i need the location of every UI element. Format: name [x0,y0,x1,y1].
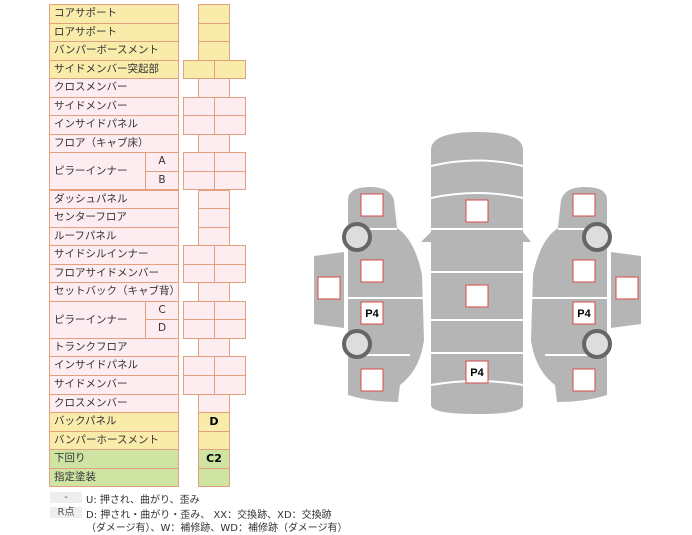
legend-text-u: U: 押され、曲がり、歪み [86,495,200,506]
row-label: クロスメンバー [49,393,179,414]
mark-right-rear-door[interactable]: P4 [572,301,596,325]
mark-left-rear-fender[interactable] [360,368,384,392]
mark-right-rear-fender[interactable] [572,368,596,392]
mark-right-mirror[interactable] [615,276,639,300]
cell-value[interactable] [198,467,230,488]
mark-left-front-door[interactable] [360,259,384,283]
wheel-icon [342,329,372,359]
row-label: ピラーインナー [49,152,146,191]
wheel-icon [582,329,612,359]
row-label: クロスメンバー [49,78,179,98]
mark-right-front-door[interactable] [572,259,596,283]
mark-value: P4 [470,367,484,379]
mark-box[interactable] [572,301,596,325]
mark-box[interactable] [572,368,596,392]
wheel-icon [582,222,612,252]
mark-box[interactable] [465,284,489,308]
row-label: サイドメンバー [49,96,179,117]
cell-right[interactable] [214,59,246,80]
cell-right[interactable] [214,115,246,135]
legend-text-d: D: 押され・曲がり・歪み、 XX：交換跡、XD：交換跡 [86,510,332,521]
mark-hood[interactable] [465,199,489,223]
row-label: フロア（キャブ床） [49,133,179,154]
row-label: バックパネル [49,412,179,432]
mark-left-rear-door[interactable]: P4 [360,301,384,325]
mark-roof[interactable] [465,284,489,308]
row-sub-label: A [145,152,179,172]
legend-key-r: R点 [50,507,82,518]
mark-box[interactable] [360,368,384,392]
mark-value: P4 [577,308,591,320]
mark-box[interactable] [465,360,489,384]
row-label: インサイドパネル [49,115,179,135]
cell-right[interactable] [214,375,246,395]
mark-value: P4 [365,308,379,320]
mark-right-front-fender[interactable] [572,193,596,217]
mark-left-mirror[interactable] [317,276,341,300]
legend-key-dash: - [50,492,82,503]
row-label: フロアサイドメンバー [49,263,179,284]
mark-box[interactable] [360,259,384,283]
legend-text-d-cont: （ダメージ有）、W：補修跡、WD：補修跡（ダメージ有） [86,523,348,534]
row-sub-label: C [145,300,179,321]
mark-box[interactable] [360,193,384,217]
mark-box[interactable] [572,193,596,217]
row-label: バンパーホースメント [49,430,179,451]
row-label: 指定塗装 [49,467,179,488]
wheels [342,222,612,359]
mark-box[interactable] [465,199,489,223]
mark-box[interactable] [572,259,596,283]
mark-box[interactable] [360,301,384,325]
row-label: バンパーボースメント [49,41,179,61]
mark-trunk[interactable]: P4 [465,360,489,384]
row-label: 下回り [49,449,179,469]
row-label: サイドシルインナー [49,245,179,265]
cell-right[interactable] [214,319,246,339]
cell-right[interactable] [214,263,246,284]
mark-box[interactable] [615,276,639,300]
row-label: センターフロア [49,208,179,228]
row-label: サイドメンバー突起部 [49,59,179,80]
car-right-side [531,187,607,402]
row-label: ピラーインナー [49,300,146,339]
wheel-icon [342,222,372,252]
cell-right[interactable] [214,170,246,191]
car-left-side [348,187,424,402]
mark-left-front-fender[interactable] [360,193,384,217]
mark-box[interactable] [317,276,341,300]
